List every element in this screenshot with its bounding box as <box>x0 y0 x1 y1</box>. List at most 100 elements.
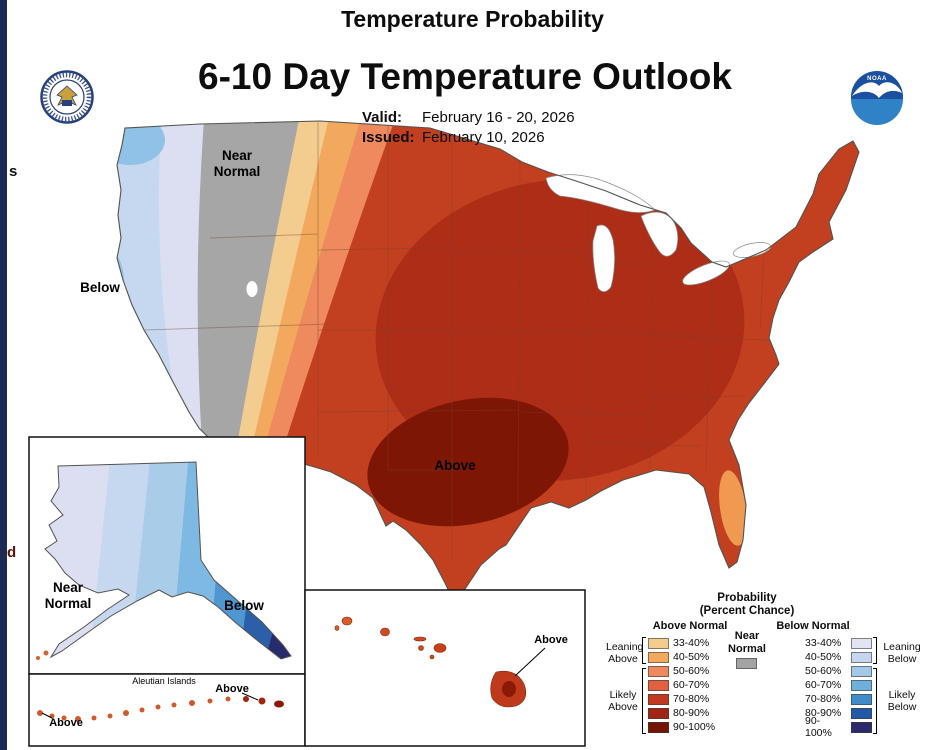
doc-seal-shield <box>62 100 72 106</box>
aleutians-inset-box <box>28 673 306 747</box>
legend-range-label: 33-40% <box>805 637 842 649</box>
legend-swatch-above-6 <box>648 721 669 733</box>
lake-erie <box>682 260 730 286</box>
noaa-seagull <box>852 82 902 98</box>
island-kauai <box>341 616 353 626</box>
great-salt-lake <box>246 281 258 297</box>
legend-swatch-above-4 <box>648 693 669 705</box>
legend-below-column: 33-40% 40-50% 50-60% 60-70% 70-80% 80-90% 90-1… <box>805 636 872 739</box>
legend-range-label: 80-90% <box>805 707 842 719</box>
issued-line: Issued: February 10, 2026 <box>362 128 575 148</box>
legend-near-normal-swatch <box>736 658 757 669</box>
legend-row-above: 70-80% <box>648 692 715 706</box>
legend-row-below: 80-90% <box>805 706 872 720</box>
page-supertitle: Temperature Probability <box>341 6 604 32</box>
doc-seal-ring-text <box>42 72 92 122</box>
alaska-near-normal-label-line1: Near <box>53 580 84 595</box>
legend-range-label: 40-50% <box>805 651 842 663</box>
legend-swatch-above-0 <box>648 637 669 649</box>
legend-swatch-below-1 <box>851 651 872 663</box>
hawaii-leader-line <box>514 647 546 677</box>
conus-near-normal-label-line2: Normal <box>214 164 261 179</box>
state-borders <box>144 122 769 560</box>
doc-seal-logo <box>40 70 94 124</box>
legend: Probability (Percent Chance) Above Norma… <box>605 590 925 748</box>
legend-row-below: 33-40% <box>805 636 872 650</box>
legend-swatch-above-2 <box>648 665 669 677</box>
legend-subtitle: (Percent Chance) <box>699 605 795 617</box>
legend-range-label: 50-60% <box>673 665 710 677</box>
legend-leaning-above-label: Leaning Above <box>606 641 644 666</box>
legend-bracket-leaning-below <box>873 637 877 664</box>
legend-above-normal-header: Above Normal <box>652 620 728 632</box>
aleutians-inset: Aleutian Islands Above Above <box>28 673 306 747</box>
island-lanai <box>418 645 424 651</box>
hawaii-islands <box>334 616 527 708</box>
lake-michigan <box>592 224 615 293</box>
alaska-near-normal-label-line2: Normal <box>45 596 92 611</box>
noaa-wordmark: NOAA <box>867 76 887 82</box>
legend-row-above: 60-70% <box>648 678 715 692</box>
legend-range-label: 80-90% <box>673 707 710 719</box>
legend-likely-above-label: Likely Above <box>608 689 638 714</box>
florida-lighter-region <box>719 470 747 546</box>
valid-issued-block: Valid: February 16 - 20, 2026 Issued: Febr… <box>362 108 575 148</box>
aleutians-title: Aleutian Islands <box>132 676 196 686</box>
alaska-below-label: Below <box>224 598 264 613</box>
alaska-inset: Near Normal Below <box>28 436 306 675</box>
legend-swatch-above-5 <box>648 707 669 719</box>
page-title: 6-10 Day Temperature Outlook <box>198 56 732 97</box>
legend-range-label: 33-40% <box>673 637 710 649</box>
conus-above-label: Above <box>434 458 476 473</box>
island-maui <box>433 643 447 653</box>
legend-swatch-below-2 <box>851 665 872 677</box>
legend-leaning-below-label: Leaning Below <box>883 641 921 666</box>
alaska-outline <box>44 461 292 660</box>
aleutians-above-label-right: Above <box>215 683 249 695</box>
noaa-logo: NOAA <box>851 71 903 125</box>
legend-bracket-likely-below <box>873 668 877 734</box>
legend-swatch-above-3 <box>648 679 669 691</box>
hawaii-above-label: Above <box>534 634 568 646</box>
legend-below-normal-header: Below Normal <box>776 620 850 632</box>
legend-swatch-below-5 <box>851 707 872 719</box>
legend-range-label: 40-50% <box>673 651 710 663</box>
noaa-ocean <box>851 99 903 125</box>
legend-swatch-above-1 <box>648 651 669 663</box>
island-hawaii-dark-center <box>502 681 516 697</box>
legend-range-label: 60-70% <box>805 679 842 691</box>
great-lakes <box>246 174 771 297</box>
island-kahoolawe <box>429 654 435 660</box>
legend-range-label: 70-80% <box>805 693 842 705</box>
legend-row-above: 33-40% <box>648 636 715 650</box>
legend-range-label: 50-60% <box>805 665 842 677</box>
edge-text-fragment-top: s <box>9 163 18 180</box>
legend-bracket-leaning-above <box>642 637 646 664</box>
legend-swatch-below-6 <box>851 721 872 733</box>
legend-above-column: 33-40% 40-50% 50-60% 60-70% 70-80% 80-90% 90-1… <box>648 636 715 734</box>
legend-range-label: 60-70% <box>673 679 710 691</box>
lake-superior <box>545 174 656 213</box>
legend-row-below: 70-80% <box>805 692 872 706</box>
legend-title: Probability <box>717 592 777 604</box>
hawaii-inset: Above <box>304 589 586 747</box>
legend-near-normal-label: Near Normal <box>728 630 766 656</box>
legend-swatch-below-0 <box>851 637 872 649</box>
legend-row-below: 90-100% <box>805 715 872 739</box>
legend-swatch-below-3 <box>851 679 872 691</box>
legend-range-label: 70-80% <box>673 693 710 705</box>
legend-likely-below-label: Likely Below <box>887 689 917 714</box>
legend-row-above: 50-60% <box>648 664 715 678</box>
legend-swatch-below-4 <box>851 693 872 705</box>
legend-row-above: 90-100% <box>648 720 715 734</box>
valid-value: February 16 - 20, 2026 <box>422 109 575 126</box>
conus-above-max-region <box>367 397 569 527</box>
legend-row-above: 80-90% <box>648 706 715 720</box>
legend-range-label: 90-100% <box>673 721 716 733</box>
legend-row-below: 60-70% <box>805 678 872 692</box>
alaska-island-dot <box>36 656 40 660</box>
legend-bracket-likely-above <box>642 668 646 734</box>
legend-row-above: 40-50% <box>648 650 715 664</box>
valid-label: Valid: <box>362 109 403 126</box>
